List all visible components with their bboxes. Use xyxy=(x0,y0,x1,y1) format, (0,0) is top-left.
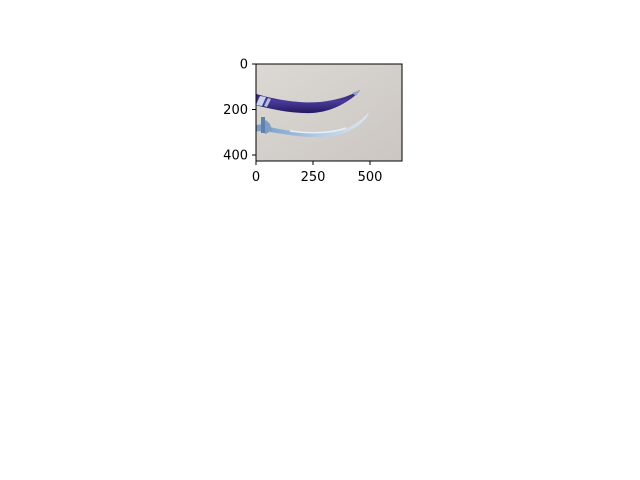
y-tick-label: 200 xyxy=(223,103,248,118)
y-tick-label: 0 xyxy=(240,58,248,73)
sword-guard xyxy=(261,117,265,133)
y-tick-label: 400 xyxy=(223,149,248,164)
blade-highlight xyxy=(289,127,347,134)
y-axis: 0 200 400 xyxy=(223,58,256,164)
axes-frame xyxy=(255,63,403,162)
scabbard xyxy=(256,90,360,114)
scabbard-band xyxy=(264,98,271,107)
scabbard-band xyxy=(256,96,266,106)
x-axis: 0 250 500 xyxy=(252,161,383,185)
sword-blade xyxy=(270,112,369,138)
scabbard-tip xyxy=(352,90,360,96)
photo-background xyxy=(256,64,402,161)
x-tick-label: 250 xyxy=(301,170,326,185)
x-tick-label: 500 xyxy=(358,170,383,185)
x-tick-label: 0 xyxy=(252,170,260,185)
photo-panel xyxy=(256,64,402,161)
